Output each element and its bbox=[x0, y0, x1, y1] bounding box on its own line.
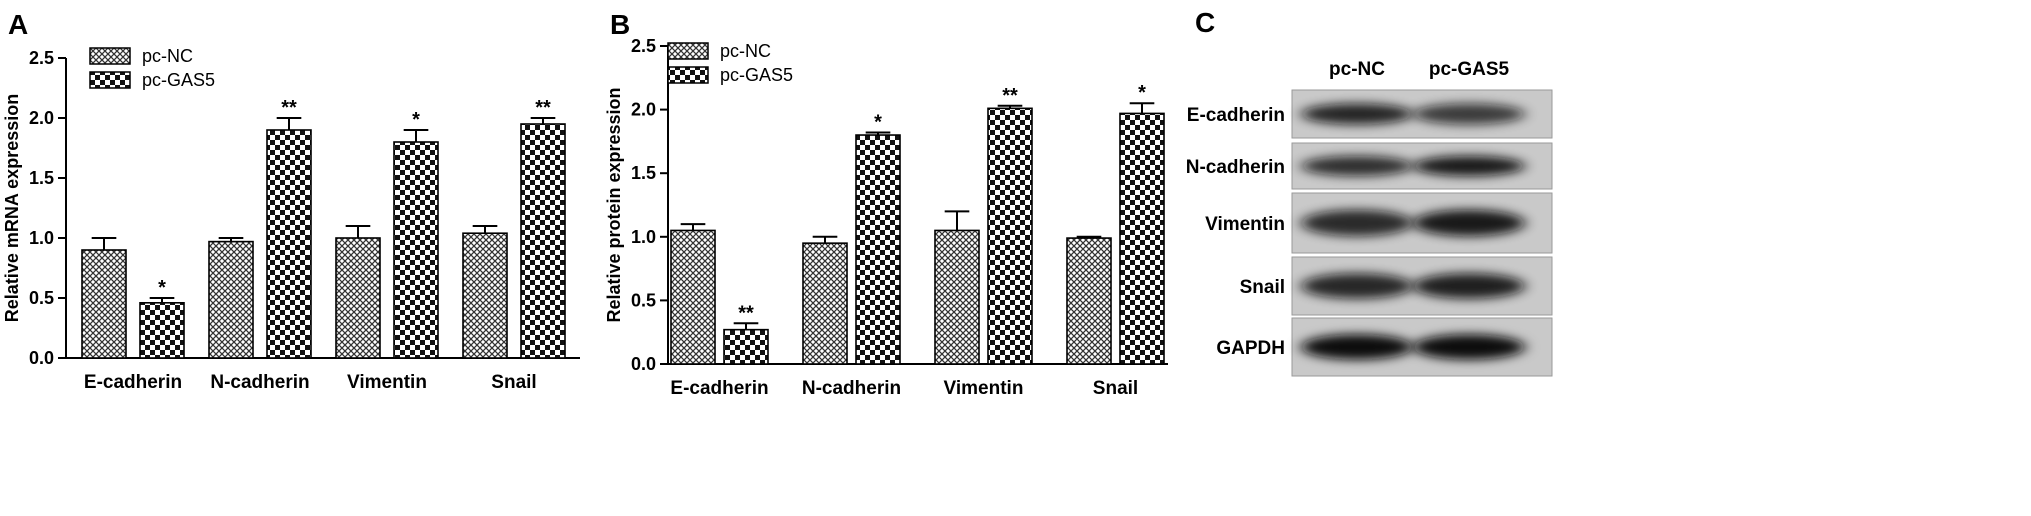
y-tick-label: 0.5 bbox=[631, 290, 656, 310]
y-tick-label: 0.0 bbox=[29, 348, 54, 368]
legend-label: pc-NC bbox=[720, 41, 771, 61]
blot-column-label: pc-NC bbox=[1329, 59, 1385, 80]
panel-c: Cpc-NC pc-GAS5 E-cadherin N-cadherin Vimenti… bbox=[1186, 7, 1553, 377]
y-axis-title: Relative mRNA expression bbox=[2, 94, 22, 322]
significance-label: ** bbox=[281, 97, 297, 119]
significance-label: * bbox=[1138, 82, 1146, 104]
x-tick-label: Vimentin bbox=[347, 372, 427, 393]
significance-label: ** bbox=[1002, 85, 1018, 107]
y-tick-label: 2.0 bbox=[29, 108, 54, 128]
bar-pc-GAS5 bbox=[723, 328, 769, 365]
bar-pc-GAS5 bbox=[139, 301, 185, 359]
bar-pc-NC bbox=[934, 229, 980, 365]
significance-label: * bbox=[158, 277, 166, 299]
blot-band bbox=[1301, 273, 1413, 299]
blot-band bbox=[1413, 273, 1525, 299]
y-tick-label: 0.0 bbox=[631, 354, 656, 374]
x-tick-label: Vimentin bbox=[944, 378, 1024, 399]
blot-row-label: N-cadherin bbox=[1186, 157, 1285, 178]
blot-row-label: E-cadherin bbox=[1187, 105, 1285, 126]
x-tick-label: Snail bbox=[1093, 378, 1138, 399]
bar-pc-NC bbox=[1066, 237, 1112, 365]
panel-letter: B bbox=[610, 9, 630, 40]
legend-swatch bbox=[89, 71, 131, 89]
bar-pc-NC bbox=[335, 237, 381, 359]
panel-letter: A bbox=[8, 9, 28, 40]
legend-swatch bbox=[667, 42, 709, 60]
x-tick-label: Snail bbox=[491, 372, 536, 393]
y-tick-label: 2.5 bbox=[631, 36, 656, 56]
panel-letter: C bbox=[1195, 7, 1215, 38]
blot-band bbox=[1301, 334, 1413, 360]
y-tick-label: 1.0 bbox=[631, 227, 656, 247]
bar-pc-NC bbox=[670, 229, 716, 365]
panel-b: B 0.0 0.5 1.0 1.5 2.0 2.5 Relative protein expr… bbox=[604, 9, 1168, 399]
blot-band bbox=[1301, 103, 1413, 125]
bar-pc-GAS5 bbox=[520, 123, 566, 359]
y-tick-label: 1.5 bbox=[631, 163, 656, 183]
y-tick-label: 1.5 bbox=[29, 168, 54, 188]
x-tick-label: N-cadherin bbox=[802, 378, 901, 399]
blot-row-label: GAPDH bbox=[1216, 338, 1285, 359]
panel-a: A 0.0 0.5 1.0 1.5 2.0 2.5 Relative mRNA express… bbox=[2, 9, 580, 393]
y-tick-label: 0.5 bbox=[29, 288, 54, 308]
significance-label: * bbox=[412, 109, 420, 131]
bar-pc-GAS5 bbox=[266, 129, 312, 359]
blot-row-label: Vimentin bbox=[1205, 214, 1285, 235]
x-tick-label: E-cadherin bbox=[670, 378, 768, 399]
bar-pc-GAS5 bbox=[855, 134, 901, 365]
y-axis-title: Relative protein expression bbox=[604, 87, 624, 322]
blot-band bbox=[1413, 103, 1525, 125]
blot-column-label: pc-GAS5 bbox=[1429, 59, 1510, 80]
blot-band bbox=[1413, 209, 1525, 237]
significance-label: ** bbox=[535, 97, 551, 119]
bar-pc-GAS5 bbox=[1119, 112, 1165, 365]
significance-label: * bbox=[874, 111, 882, 133]
blot-band bbox=[1301, 155, 1413, 177]
legend-swatch bbox=[89, 47, 131, 65]
legend-label: pc-GAS5 bbox=[720, 65, 793, 85]
blot-band bbox=[1301, 209, 1413, 237]
significance-label: ** bbox=[738, 302, 754, 324]
y-tick-label: 1.0 bbox=[29, 228, 54, 248]
bar-pc-NC bbox=[462, 232, 508, 359]
y-tick-label: 2.5 bbox=[29, 48, 54, 68]
blot-row-label: Snail bbox=[1240, 277, 1285, 298]
legend-swatch bbox=[667, 66, 709, 84]
x-tick-label: E-cadherin bbox=[84, 372, 182, 393]
bar-pc-GAS5 bbox=[987, 107, 1033, 365]
legend-label: pc-NC bbox=[142, 46, 193, 66]
y-tick-label: 2.0 bbox=[631, 100, 656, 120]
blot-band bbox=[1413, 155, 1525, 177]
bar-pc-NC bbox=[208, 240, 254, 359]
x-tick-label: N-cadherin bbox=[210, 372, 309, 393]
bar-pc-NC bbox=[81, 249, 127, 359]
bar-pc-GAS5 bbox=[393, 141, 439, 359]
legend-label: pc-GAS5 bbox=[142, 70, 215, 90]
bar-pc-NC bbox=[802, 242, 848, 365]
blot-band bbox=[1413, 334, 1525, 360]
